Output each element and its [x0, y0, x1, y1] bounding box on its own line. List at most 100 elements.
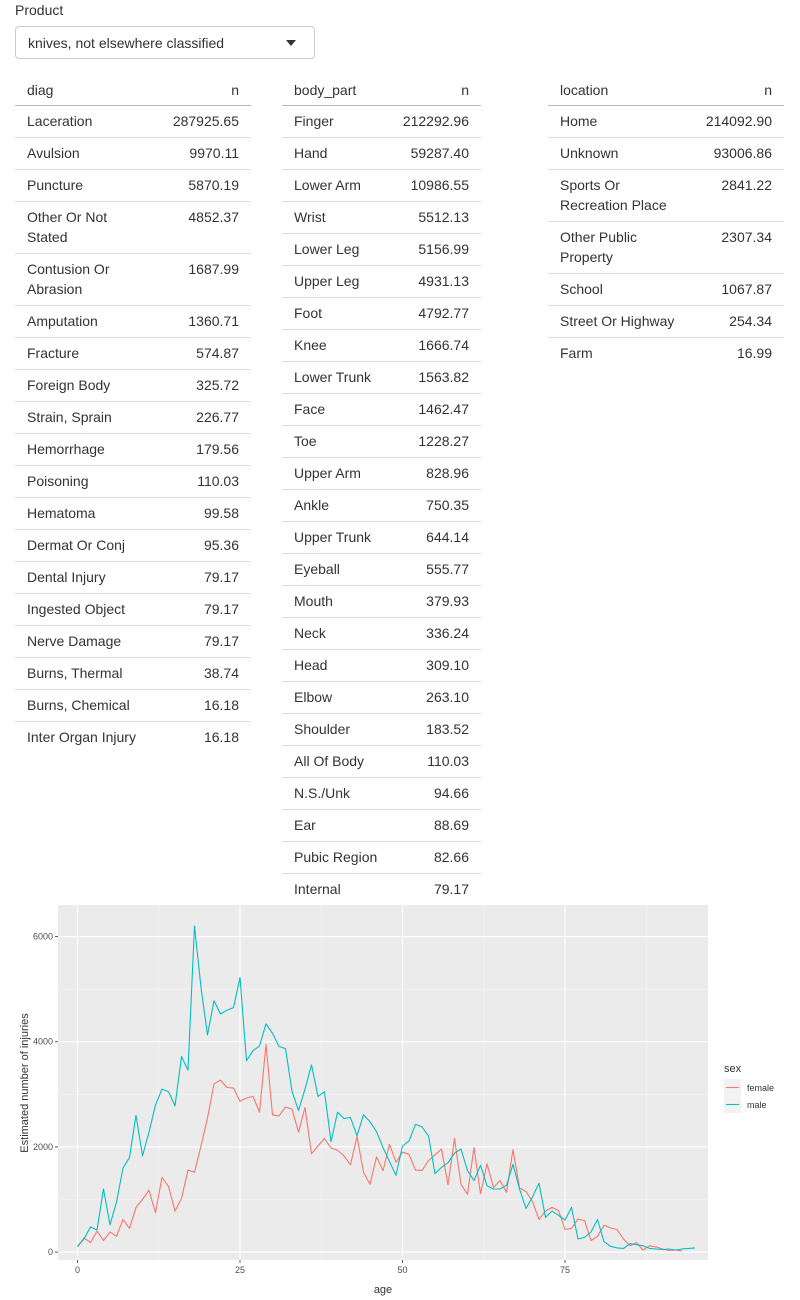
cell-count: 82.66 [390, 841, 481, 874]
table-row: Ingested Object 79.17 [15, 593, 251, 626]
table-header-row: body_part n [282, 74, 481, 106]
cell-label: Toe [282, 425, 391, 458]
table-row: Avulsion 9970.11 [15, 137, 251, 170]
cell-count: 750.35 [390, 489, 481, 522]
cell-label: Other Or Not Stated [15, 201, 161, 254]
cell-label: Neck [282, 617, 391, 650]
column-header: n [693, 74, 784, 106]
cell-label: Lower Leg [282, 233, 391, 266]
table-row: Unknown 93006.86 [548, 137, 784, 170]
column-header: n [390, 74, 481, 106]
table-row: Farm 16.99 [548, 337, 784, 369]
table-row: Dental Injury 79.17 [15, 561, 251, 594]
column-header: location [548, 74, 694, 106]
table-row: Puncture 5870.19 [15, 169, 251, 202]
cell-label: Shoulder [282, 713, 391, 746]
cell-count: 79.17 [160, 561, 251, 594]
cell-count: 263.10 [390, 681, 481, 714]
legend: sex female male [724, 1063, 774, 1113]
cell-label: Upper Trunk [282, 521, 391, 554]
cell-count: 5870.19 [160, 169, 251, 202]
series-line-male [77, 925, 696, 1251]
cell-count: 226.77 [160, 401, 251, 434]
cell-count: 95.36 [160, 529, 251, 562]
cell-label: N.S./Unk [282, 777, 391, 810]
table-row: Elbow 263.10 [282, 681, 481, 714]
x-tick-label: 75 [560, 1265, 570, 1275]
cell-label: Foreign Body [15, 369, 161, 402]
table-row: Pubic Region 82.66 [282, 841, 481, 874]
cell-count: 287925.65 [172, 113, 239, 129]
table-row: Amputation 1360.71 [15, 305, 251, 338]
table-row: Foreign Body 325.72 [15, 369, 251, 402]
cell-count: 1462.47 [390, 393, 481, 426]
cell-count: 79.17 [160, 593, 251, 626]
table-row: Upper Arm 828.96 [282, 457, 481, 490]
column-header: body_part [282, 74, 391, 106]
x-tick-label: 0 [75, 1265, 80, 1275]
table-row: Knee 1666.74 [282, 329, 481, 362]
cell-label: Nerve Damage [15, 625, 161, 658]
table-row: Ankle 750.35 [282, 489, 481, 522]
cell-label: Laceration [27, 113, 93, 129]
table-row: Hemorrhage 179.56 [15, 433, 251, 466]
cell-count: 555.77 [390, 553, 481, 586]
cell-label: Upper Leg [282, 265, 391, 298]
cell-label: Head [282, 649, 391, 682]
cell-label: Burns, Chemical [15, 689, 161, 722]
cell-label: Foot [282, 297, 391, 330]
x-tick-label: 50 [397, 1265, 407, 1275]
table-row: Upper Leg 4931.13 [282, 265, 481, 298]
cell-count: 110.03 [160, 465, 251, 498]
cell-label: Puncture [15, 169, 161, 202]
y-tick-label: 0 [48, 1247, 53, 1257]
cell-count: 379.93 [390, 585, 481, 618]
table-header-row: location n [548, 74, 784, 106]
table-row: Street Or Highway 254.34 [548, 305, 784, 338]
cell-count: 828.96 [390, 457, 481, 490]
cell-label: Finger [294, 113, 334, 129]
cell-count: 94.66 [390, 777, 481, 810]
cell-count: 309.10 [390, 649, 481, 682]
table-row: Upper Trunk 644.14 [282, 521, 481, 554]
cell-label: Home [560, 113, 598, 129]
cell-label: Ankle [282, 489, 391, 522]
table-row: Burns, Chemical 16.18 [15, 689, 251, 722]
table-row: Mouth 379.93 [282, 585, 481, 618]
cell-label: Avulsion [15, 137, 161, 170]
table-row: Burns, Thermal 38.74 [15, 657, 251, 690]
cell-label: Burns, Thermal [15, 657, 161, 690]
cell-count: 212292.96 [402, 113, 469, 129]
cell-label: Knee [282, 329, 391, 362]
cell-count: 336.24 [390, 617, 481, 650]
cell-count: 1563.82 [390, 361, 481, 394]
chevron-down-icon [286, 40, 296, 46]
product-select[interactable]: knives, not elsewhere classified [15, 26, 315, 59]
product-label: Product [15, 2, 64, 18]
cell-count: 183.52 [390, 713, 481, 746]
table-row: Sports Or Recreation Place 2841.22 [548, 169, 784, 222]
cell-count: 110.03 [390, 745, 481, 778]
cell-count: 2307.34 [693, 221, 784, 274]
y-tick-label: 4000 [33, 1037, 53, 1047]
cell-label: All Of Body [282, 745, 391, 778]
table-row: Strain, Sprain 226.77 [15, 401, 251, 434]
table-row: Foot 4792.77 [282, 297, 481, 330]
cell-count: 644.14 [390, 521, 481, 554]
cell-count: 16.18 [160, 721, 251, 753]
cell-label: Amputation [15, 305, 161, 338]
table-row: N.S./Unk 94.66 [282, 777, 481, 810]
cell-label: Hand [282, 137, 391, 170]
cell-count: 2841.22 [693, 169, 784, 222]
cell-label: Poisoning [15, 465, 161, 498]
cell-count: 16.18 [160, 689, 251, 722]
cell-label: Hematoma [15, 497, 161, 530]
table-row: Fracture 574.87 [15, 337, 251, 370]
table-row: Neck 336.24 [282, 617, 481, 650]
cell-count: 1067.87 [693, 273, 784, 306]
table-row: Hematoma 99.58 [15, 497, 251, 530]
cell-count: 574.87 [160, 337, 251, 370]
table-row: Head 309.10 [282, 649, 481, 682]
cell-label: Inter Organ Injury [15, 721, 161, 753]
cell-count: 10986.55 [390, 169, 481, 202]
